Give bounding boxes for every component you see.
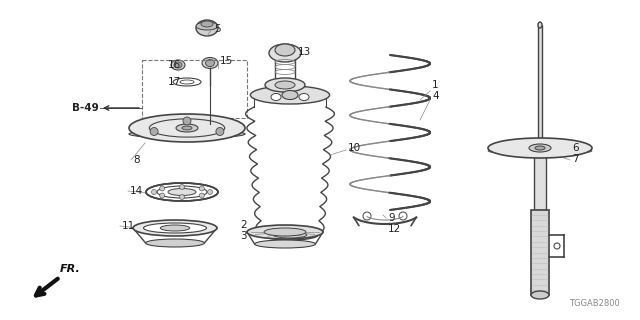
Ellipse shape <box>146 183 218 201</box>
Circle shape <box>152 189 157 195</box>
Ellipse shape <box>182 126 192 130</box>
Ellipse shape <box>196 20 218 36</box>
Text: 11: 11 <box>122 221 135 231</box>
Ellipse shape <box>273 232 307 238</box>
Circle shape <box>160 193 164 198</box>
Ellipse shape <box>173 78 201 86</box>
Bar <box>531 210 549 295</box>
Text: 14: 14 <box>130 186 143 196</box>
Ellipse shape <box>269 44 301 62</box>
Text: B-49: B-49 <box>72 103 99 113</box>
Ellipse shape <box>180 80 194 84</box>
Ellipse shape <box>157 186 207 198</box>
Ellipse shape <box>275 81 295 89</box>
Ellipse shape <box>133 220 217 236</box>
Ellipse shape <box>168 188 196 196</box>
Ellipse shape <box>282 91 298 100</box>
Circle shape <box>199 186 204 191</box>
Ellipse shape <box>538 22 542 28</box>
Ellipse shape <box>250 86 330 104</box>
Bar <box>534 151 546 210</box>
Circle shape <box>207 189 212 195</box>
Ellipse shape <box>176 124 198 132</box>
Text: FR.: FR. <box>60 264 81 274</box>
Ellipse shape <box>201 21 213 27</box>
Ellipse shape <box>299 93 309 100</box>
Ellipse shape <box>160 225 189 231</box>
Circle shape <box>183 117 191 125</box>
Circle shape <box>399 212 407 220</box>
Ellipse shape <box>143 223 207 233</box>
Ellipse shape <box>202 58 218 68</box>
Text: 9: 9 <box>388 213 395 223</box>
Ellipse shape <box>529 144 551 152</box>
Ellipse shape <box>255 240 316 248</box>
Circle shape <box>150 127 158 135</box>
Circle shape <box>216 127 224 135</box>
Ellipse shape <box>535 146 545 150</box>
Ellipse shape <box>174 62 182 68</box>
Ellipse shape <box>265 78 305 92</box>
Text: 5: 5 <box>214 24 221 34</box>
Circle shape <box>554 243 560 249</box>
Ellipse shape <box>146 239 204 247</box>
Ellipse shape <box>531 291 549 299</box>
Text: 6: 6 <box>572 143 579 153</box>
Ellipse shape <box>488 148 592 155</box>
Ellipse shape <box>205 60 214 67</box>
Text: 2: 2 <box>240 220 246 230</box>
Text: 16: 16 <box>168 60 181 70</box>
Text: 17: 17 <box>168 77 181 87</box>
Ellipse shape <box>196 22 218 30</box>
Circle shape <box>179 195 184 199</box>
Text: 8: 8 <box>133 155 140 165</box>
Text: 7: 7 <box>572 154 579 164</box>
Text: 3: 3 <box>240 231 246 241</box>
Ellipse shape <box>275 44 295 56</box>
Ellipse shape <box>129 114 245 142</box>
Ellipse shape <box>171 60 185 70</box>
Bar <box>538 25 542 145</box>
Text: 4: 4 <box>432 91 438 101</box>
Ellipse shape <box>488 138 592 158</box>
Text: 13: 13 <box>298 47 311 57</box>
Text: TGGAB2800: TGGAB2800 <box>569 299 620 308</box>
Ellipse shape <box>264 228 306 236</box>
Text: 12: 12 <box>388 224 401 234</box>
Ellipse shape <box>247 225 323 239</box>
Ellipse shape <box>129 130 245 138</box>
Circle shape <box>199 193 204 198</box>
Text: 15: 15 <box>220 56 233 66</box>
Text: 1: 1 <box>432 80 438 90</box>
Circle shape <box>160 186 164 191</box>
Text: 10: 10 <box>348 143 361 153</box>
Ellipse shape <box>262 230 318 240</box>
Circle shape <box>179 185 184 189</box>
Circle shape <box>363 212 371 220</box>
Ellipse shape <box>271 93 281 100</box>
